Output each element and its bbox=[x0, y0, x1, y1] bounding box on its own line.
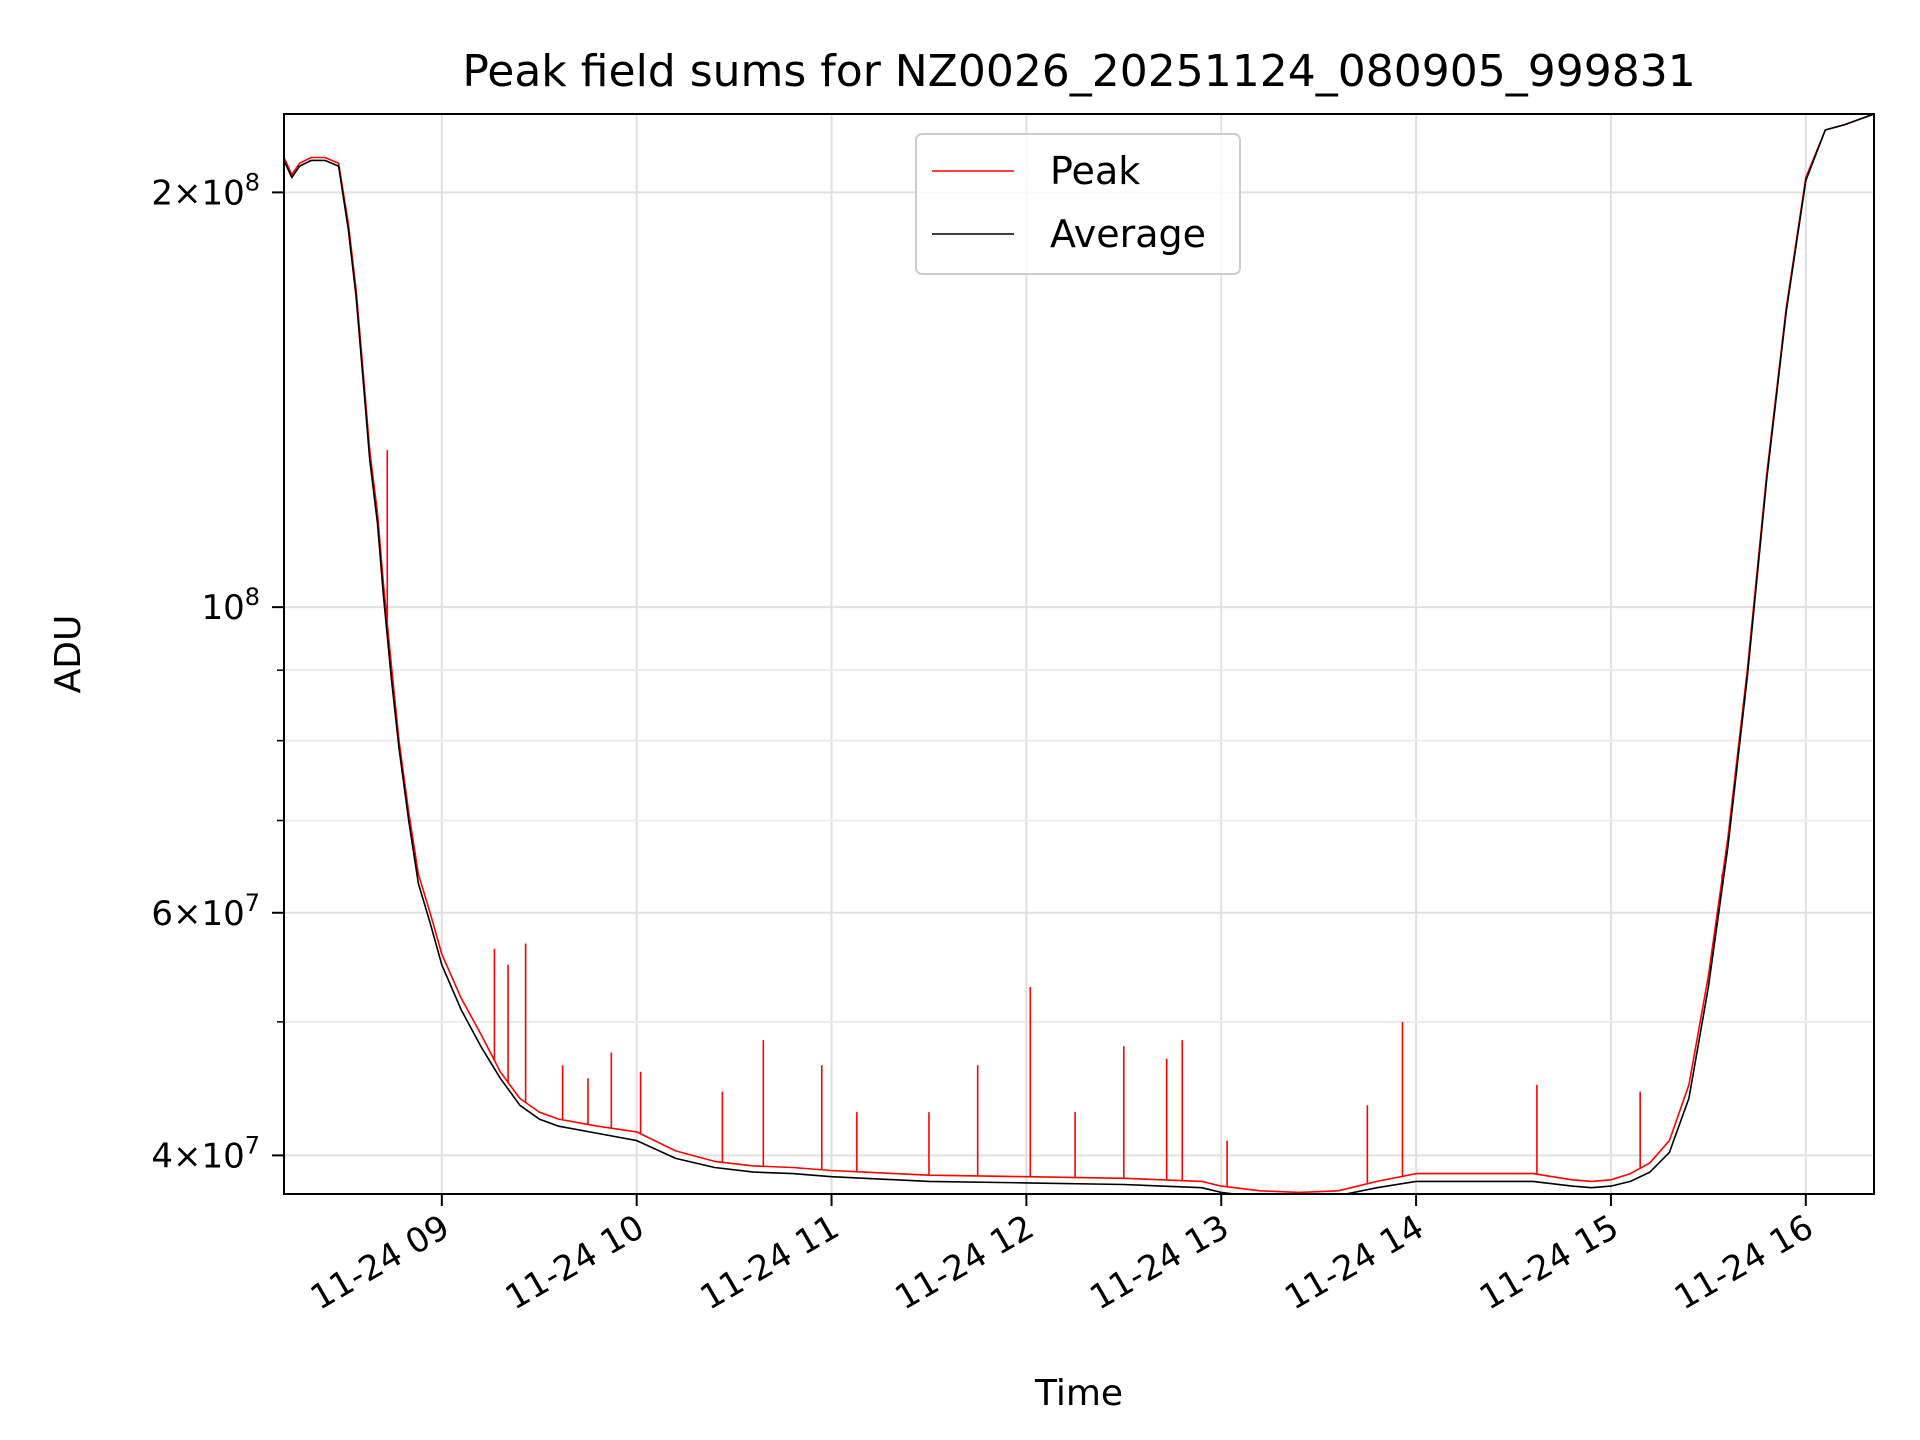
legend-label-average: Average bbox=[1050, 212, 1206, 256]
y-tick-label: 2×108 bbox=[151, 168, 260, 213]
average-line bbox=[284, 114, 1874, 1194]
plot-area bbox=[284, 114, 1874, 1194]
y-tick-label: 4×107 bbox=[151, 1131, 260, 1176]
grid bbox=[284, 114, 1874, 1194]
legend: Peak Average bbox=[915, 133, 1241, 275]
peak-line bbox=[284, 114, 1874, 1194]
axes-frame bbox=[283, 113, 1875, 1195]
chart-title: Peak field sums for NZ0026_20251124_0809… bbox=[462, 46, 1695, 97]
y-tick-label: 6×107 bbox=[151, 889, 260, 934]
y-axis-label: ADU bbox=[48, 615, 89, 694]
legend-box bbox=[915, 133, 1241, 275]
peak-series bbox=[284, 114, 1874, 1194]
x-axis-label: Time bbox=[1034, 1373, 1123, 1414]
y-tick-label: 108 bbox=[201, 583, 260, 628]
y-axis: 4×107 6×107 108 2×108 bbox=[151, 168, 284, 1176]
legend-label-peak: Peak bbox=[1050, 149, 1140, 193]
average-series bbox=[284, 114, 1874, 1194]
